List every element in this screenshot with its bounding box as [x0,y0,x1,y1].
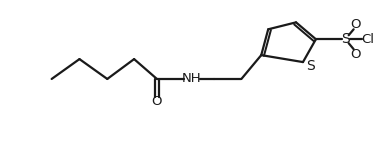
Text: O: O [350,48,361,61]
Text: O: O [152,95,162,108]
Text: NH: NH [182,72,202,85]
Text: S: S [341,32,350,46]
Text: S: S [307,59,315,73]
Text: O: O [350,18,361,31]
Text: Cl: Cl [361,33,374,46]
